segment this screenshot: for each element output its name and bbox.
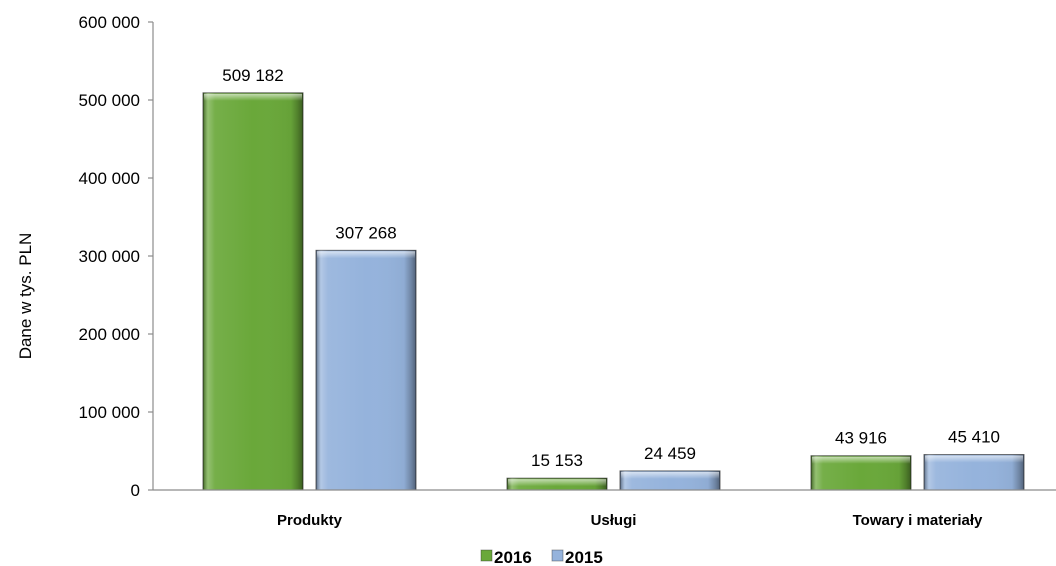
y-tick-label: 300 000: [79, 247, 140, 266]
bar-top-bevel: [317, 251, 415, 259]
x-axis-labels: Produkty Usługi Towary i materiały: [277, 512, 983, 529]
legend: 2016 2015: [480, 548, 603, 566]
bar-side-shading: [203, 92, 303, 490]
bar-top-bevel: [204, 93, 302, 101]
legend-item-2015: 2015: [551, 548, 603, 566]
bar-2016-1: [506, 477, 608, 491]
data-label: 307 268: [335, 223, 396, 242]
y-axis-title: Dane w tys. PLN: [16, 233, 35, 360]
bar-2016-0: [202, 92, 304, 491]
legend-label: 2016: [494, 548, 532, 566]
y-tick-label: 600 000: [79, 13, 140, 32]
y-tick-label: 200 000: [79, 325, 140, 344]
data-label: 15 153: [531, 451, 583, 470]
y-axis-ticks: 0 100 000 200 000 300 000 400 000 500 000 600 …: [79, 13, 153, 500]
data-label: 45 410: [948, 428, 1000, 447]
bar-top-bevel: [812, 456, 910, 464]
data-labels: 509 182 307 268 15 153 24 459 43 916 45 410: [222, 66, 1000, 470]
bar-2016-2: [810, 455, 912, 491]
data-label: 509 182: [222, 66, 283, 85]
legend-label: 2015: [565, 548, 603, 566]
legend-item-2016: 2016: [480, 548, 532, 566]
y-tick-label: 100 000: [79, 403, 140, 422]
data-label: 43 916: [835, 429, 887, 448]
data-label: 24 459: [644, 444, 696, 463]
bar-2015-2: [923, 454, 1025, 491]
x-tick-label: Usługi: [591, 512, 637, 529]
x-tick-label: Produkty: [277, 512, 343, 529]
bar-side-shading: [316, 250, 416, 490]
legend-swatch: [480, 549, 493, 562]
y-tick-label: 500 000: [79, 91, 140, 110]
y-tick-label: 0: [131, 481, 140, 500]
bar-top-bevel: [925, 455, 1023, 463]
x-tick-label: Towary i materiały: [853, 512, 983, 529]
bar-top-bevel: [621, 471, 719, 479]
bar-2015-0: [315, 249, 417, 491]
y-tick-label: 400 000: [79, 169, 140, 188]
bar-2015-1: [619, 470, 721, 491]
bars: [202, 92, 1025, 491]
bar-top-bevel: [508, 479, 606, 487]
legend-swatch: [551, 549, 564, 562]
